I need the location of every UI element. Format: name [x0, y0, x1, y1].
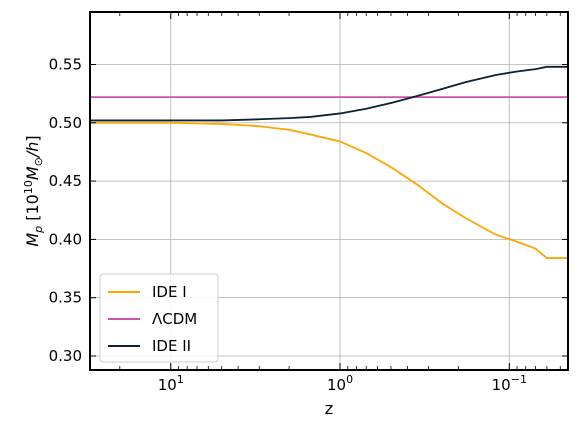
y-tick-label: 0.40: [49, 230, 82, 248]
y-axis-label: Mp [1010M⊙/h]: [22, 135, 45, 246]
legend: IDE I ΛCDM IDE II: [99, 273, 219, 363]
x-tick-label: 10−1: [492, 373, 527, 394]
y-tick-label: 0.35: [49, 289, 82, 307]
y-tick-label: 0.55: [49, 55, 82, 73]
x-axis-label: z: [325, 399, 333, 418]
legend-entry: IDE II: [152, 337, 191, 355]
plot-frame: [89, 11, 569, 371]
series-line: [90, 121, 568, 259]
legend-entry: ΛCDM: [152, 310, 197, 328]
svg-text:Mp [1010M⊙/h]: Mp [1010M⊙/h]: [22, 135, 45, 246]
y-tick-label: 0.45: [49, 172, 82, 190]
x-tick-label: 100: [327, 373, 353, 394]
x-tick-label: 101: [158, 373, 184, 394]
series-line: [90, 65, 568, 122]
legend-entry: IDE I: [152, 283, 187, 301]
y-tick-label: 0.30: [49, 347, 82, 365]
legend-box: [99, 273, 219, 363]
series-lines: [90, 65, 568, 259]
y-tick-label: 0.50: [49, 114, 82, 132]
